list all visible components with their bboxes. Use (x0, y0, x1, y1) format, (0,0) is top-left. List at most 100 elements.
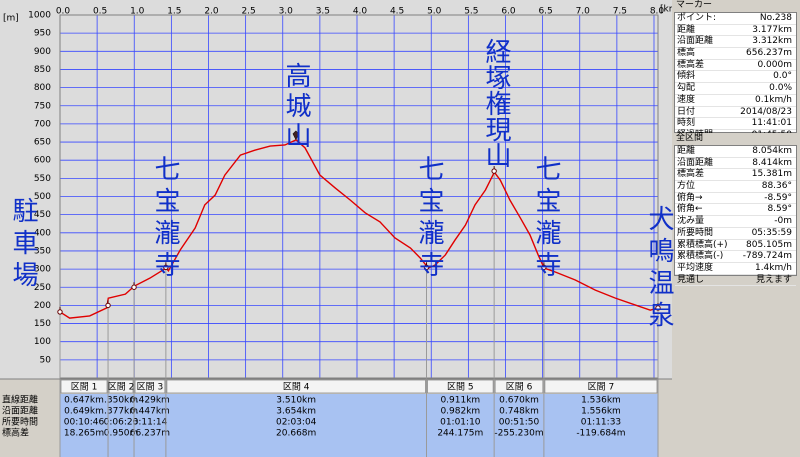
panel-key: 沿面距離 (677, 157, 714, 168)
panel-key: 平均速度 (677, 262, 714, 273)
panel-row: 所要時間 05:35:59 (675, 228, 796, 240)
panel-row: 累積標高(+) 805.105m (675, 240, 796, 252)
panel-row: 標高 656.237m (675, 48, 796, 60)
x-tick-label: 0.5 (93, 7, 107, 17)
section-value: 0.429km (130, 396, 170, 406)
section-value: 18.265m (64, 429, 104, 439)
x-tick-label: 3.0 (279, 7, 294, 17)
marker (491, 168, 497, 174)
y-tick-label: 750 (34, 101, 51, 111)
y-tick-label: 400 (34, 228, 51, 238)
panel-value: 8.414km (752, 157, 792, 168)
panel-value: 2014/08/23 (740, 106, 792, 117)
panel-key: 勾配 (677, 83, 696, 94)
row-header: 所要時間 (2, 417, 38, 428)
y-tick-label: 850 (34, 65, 51, 75)
y-tick-label: 200 (34, 301, 51, 311)
y-tick-label: 800 (34, 83, 51, 93)
panel-key: 沈み量 (677, 216, 705, 227)
place-label: 七宝瀧寺 (414, 155, 444, 283)
section-header: 区間 1 (71, 382, 98, 393)
section-header: 区間 2 (108, 382, 135, 393)
panel-key: 累積標高(+) (677, 239, 728, 250)
y-tick-label: 350 (34, 246, 51, 256)
panel-value: 見えます (755, 274, 792, 285)
panel-key: 標高差 (677, 169, 705, 180)
section-header: 区間 6 (506, 382, 533, 393)
panel-value: 8.59° (767, 204, 792, 215)
panel-value: 11:41:01 (751, 118, 792, 129)
y-tick-label: 950 (34, 29, 51, 39)
marker (541, 264, 547, 270)
y-axis-label: [m] (3, 14, 19, 24)
panel-key: 見通し (677, 274, 705, 285)
panel-value: No.238 (759, 13, 792, 23)
section-value: 66.237m (130, 429, 170, 439)
section-value: 0.670km (499, 396, 539, 406)
panel-value: 0.1km/h (754, 94, 792, 105)
x-axis-label: [km] (660, 5, 672, 15)
x-tick-label: 2.0 (204, 7, 219, 17)
x-tick-label: 6.5 (538, 7, 552, 17)
panel-value: 8.054km (752, 146, 792, 156)
section-value: 0.911km (440, 396, 480, 406)
section-header-cell (544, 379, 658, 394)
info-panel: マーカー ポイント: No.238 距離 3.177km 沿面距離 3.312km 標高 656… (672, 0, 800, 457)
panel-key: 距離 (677, 24, 696, 35)
panel-row: 距離 3.177km (675, 25, 796, 37)
y-tick-label: 600 (34, 156, 51, 166)
panel-value: 1.4km/h (754, 262, 792, 273)
section-value: 244.175m (437, 429, 483, 439)
section-value: .350km (104, 396, 138, 406)
panel-key: 標高 (677, 48, 696, 59)
y-tick-label: 300 (34, 265, 51, 275)
x-tick-label: 7.0 (576, 7, 591, 17)
x-tick-label: 1.5 (167, 7, 181, 17)
section-value: 0.748km (499, 407, 539, 417)
section-header-cell (60, 379, 108, 394)
panel-key: 累積標高(-) (677, 251, 724, 262)
panel-value: -789.724m (742, 251, 792, 262)
y-tick-label: 500 (34, 192, 51, 202)
panel-key: 沿面距離 (677, 36, 714, 47)
panel-value: -0m (774, 216, 792, 227)
section-header-cell (134, 379, 166, 394)
y-tick-label: 700 (34, 119, 51, 129)
marker (105, 302, 111, 309)
panel-row: 勾配 0.0% (675, 83, 796, 95)
place-label: 高城山 (281, 62, 311, 152)
panel-box: ポイント: No.238 距離 3.177km 沿面距離 3.312km 標高 656.237… (674, 12, 797, 142)
section-value: 00:51:50 (499, 418, 540, 428)
place-label: 七宝瀧寺 (150, 155, 180, 283)
x-tick-label: 8.0 (650, 7, 665, 17)
section-value: 00:10:46 (64, 418, 105, 428)
panel-row: 距離 8.054km (675, 146, 796, 158)
marker (131, 284, 137, 290)
x-tick-label: 4.5 (390, 7, 404, 17)
panel-row: 日付 2014/08/23 (675, 107, 796, 119)
selected-marker (292, 130, 300, 141)
section-header-cell (166, 379, 426, 394)
section-value: .377km (104, 407, 138, 417)
x-tick-label: 5.5 (464, 7, 478, 17)
y-tick-label: 650 (34, 138, 51, 148)
y-tick-label: 450 (34, 210, 51, 220)
panel-key: 所要時間 (677, 227, 714, 238)
marker (655, 305, 661, 311)
panel-row: 沿面距離 8.414km (675, 158, 796, 170)
panel-value: 88.36° (761, 181, 792, 192)
plot-frame (59, 14, 659, 379)
place-label: 七宝瀧寺 (531, 155, 561, 283)
x-tick-label: 1.0 (130, 7, 145, 17)
section-value: 0.649km (64, 407, 104, 417)
row-header: 沿面距離 (2, 405, 38, 417)
marker (423, 264, 430, 270)
panel-key: 俯角← (677, 204, 703, 215)
panel-row: 俯角→ -8.59° (675, 193, 796, 205)
panel-key: 時刻 (677, 118, 696, 129)
table-data-area (60, 394, 658, 457)
section-header: 区間 7 (588, 382, 615, 393)
panel-key: 標高差 (677, 59, 705, 70)
panel-key: 速度 (677, 94, 696, 105)
